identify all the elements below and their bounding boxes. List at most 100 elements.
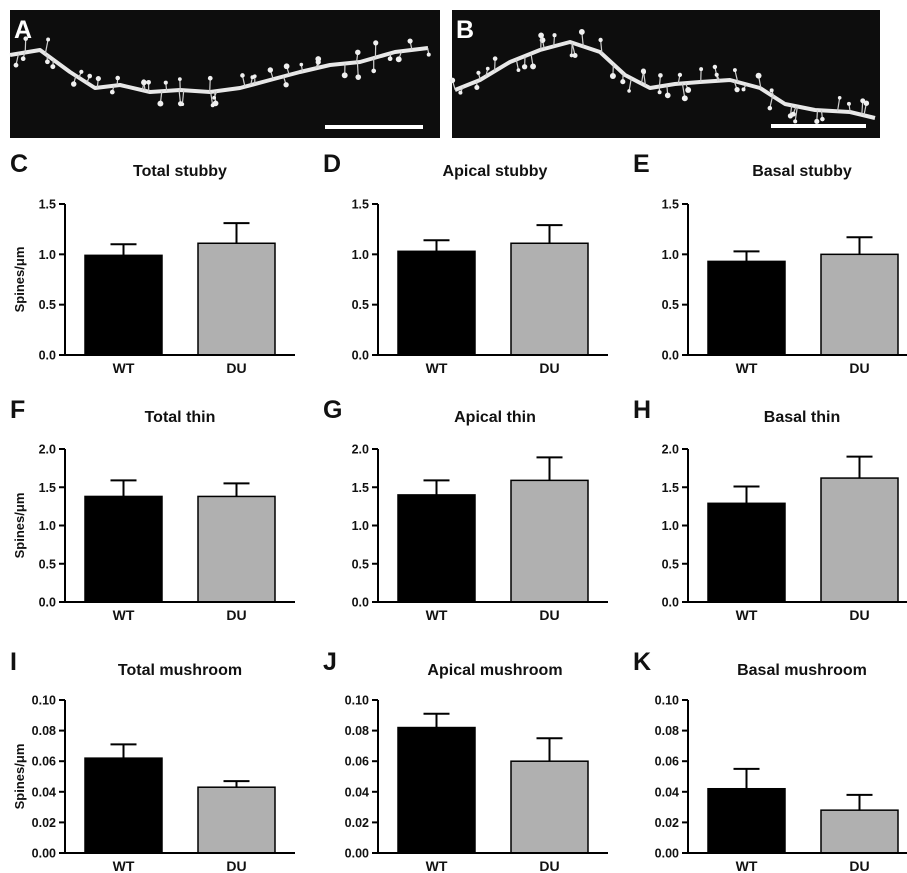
chart-panel-J: J Apical mushroom WT DU 0.00 0.02 0.04 0.06 0.08…	[323, 648, 608, 873]
panel-label: A	[14, 16, 32, 44]
spine-head	[299, 62, 304, 67]
panel-label: B	[456, 16, 474, 44]
spine	[600, 39, 603, 54]
spine-head	[516, 68, 521, 73]
x-tick-label: DU	[849, 607, 869, 623]
y-tick-label: 0.0	[39, 596, 56, 610]
x-tick-label: WT	[426, 858, 448, 873]
y-tick-label: 2.0	[352, 443, 369, 457]
bar-DU	[510, 760, 589, 854]
spine-head	[283, 63, 290, 70]
spine-head	[407, 38, 413, 44]
x-tick-label: DU	[539, 858, 559, 873]
y-tick-label: 0.0	[352, 349, 369, 363]
spine-head	[180, 102, 185, 107]
spine-head	[115, 75, 121, 81]
spine-head	[212, 95, 217, 100]
y-tick-label: 0.00	[345, 847, 369, 861]
spine-head	[734, 86, 740, 93]
spine-head	[620, 79, 626, 85]
spine-head	[207, 75, 213, 81]
y-tick-label: 2.0	[662, 443, 679, 457]
panel-label: G	[323, 396, 342, 424]
y-tick-label: 0.0	[39, 349, 56, 363]
x-tick-label: DU	[226, 858, 246, 873]
bar-WT	[397, 726, 476, 854]
spine-head	[373, 40, 379, 46]
spine	[44, 39, 49, 54]
spine-head	[157, 100, 164, 107]
chart-title: Apical stubby	[443, 163, 548, 180]
y-tick-label: 0.04	[655, 785, 679, 799]
y-tick-label: 1.0	[352, 248, 369, 262]
y-tick-label: 0.10	[345, 694, 369, 708]
bar-WT	[397, 250, 476, 356]
spine-head	[240, 73, 245, 78]
chart-title: Basal stubby	[752, 163, 852, 180]
y-axis-label: Spines/μm	[12, 247, 27, 313]
y-tick-label: 1.0	[39, 248, 56, 262]
x-tick-label: WT	[736, 607, 758, 623]
bar-DU	[197, 786, 276, 854]
spine-head	[837, 95, 842, 100]
y-tick-label: 1.0	[662, 519, 679, 533]
spine	[628, 78, 632, 92]
spine-head	[732, 68, 737, 72]
y-tick-label: 1.5	[662, 198, 679, 212]
spine-head	[109, 89, 115, 95]
chart-title: Basal thin	[764, 409, 840, 426]
y-tick-label: 0.5	[352, 557, 369, 571]
spine-head	[476, 70, 481, 75]
spine	[181, 90, 185, 105]
spine-head	[79, 69, 84, 74]
y-tick-label: 0.08	[345, 724, 369, 738]
spine-head	[699, 67, 704, 72]
spine-head	[538, 32, 544, 39]
spine-head	[640, 68, 646, 74]
y-tick-label: 1.5	[39, 481, 56, 495]
y-tick-label: 0.5	[39, 298, 56, 312]
micrograph-A: A	[9, 10, 440, 138]
spine-head	[71, 81, 77, 87]
spine-head	[355, 74, 362, 80]
bar-DU	[197, 495, 276, 603]
y-tick-label: 0.02	[655, 816, 679, 830]
spine-head	[755, 72, 762, 79]
spine	[794, 106, 798, 122]
spine-head	[598, 37, 603, 43]
chart-panel-D: D Apical stubby WT DU 0.0 0.5 1.0 1.5	[323, 150, 608, 376]
spine	[734, 69, 739, 83]
spine-head	[250, 75, 255, 80]
spine-head	[658, 73, 663, 78]
x-tick-label: WT	[113, 607, 135, 623]
spine-head	[627, 89, 631, 93]
y-axis-label: Spines/μm	[12, 493, 27, 559]
y-tick-label: 0.0	[662, 596, 679, 610]
spine-head	[141, 79, 147, 86]
spine-head	[793, 119, 798, 124]
spine-head	[569, 53, 574, 58]
y-tick-label: 0.5	[662, 298, 679, 312]
spine-head	[846, 101, 851, 106]
spine-head	[46, 37, 51, 42]
x-tick-label: WT	[113, 858, 135, 873]
y-tick-label: 0.5	[39, 557, 56, 571]
bar-DU	[820, 253, 899, 356]
y-tick-label: 0.06	[32, 755, 56, 769]
x-tick-label: WT	[736, 360, 758, 376]
spine-head	[474, 84, 480, 90]
y-tick-label: 0.02	[32, 816, 56, 830]
spine-head	[387, 56, 393, 62]
spine-head	[371, 68, 377, 74]
spine-head	[609, 72, 616, 79]
y-tick-label: 0.06	[345, 755, 369, 769]
micrograph-B: B	[449, 10, 880, 138]
spine-head	[790, 111, 796, 117]
bar-DU	[510, 242, 589, 356]
spine-head	[50, 64, 56, 70]
spine-head	[492, 56, 498, 61]
x-tick-label: WT	[113, 360, 135, 376]
y-tick-label: 0.04	[345, 785, 369, 799]
bar-WT	[707, 502, 786, 603]
